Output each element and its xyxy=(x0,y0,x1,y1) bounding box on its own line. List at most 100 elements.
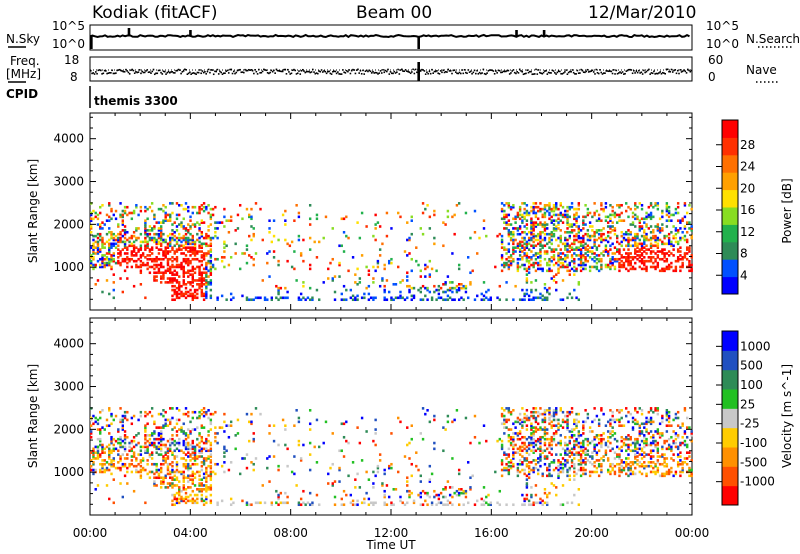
velocity-cell xyxy=(534,426,538,429)
power-cell xyxy=(503,209,506,213)
nsky-label: N.Sky xyxy=(6,32,40,46)
sky-right-tick-top: 10^5 xyxy=(706,19,739,33)
power-cell xyxy=(555,202,558,205)
velocity-cell xyxy=(559,408,562,412)
power-cell xyxy=(532,265,535,269)
freq-point xyxy=(412,68,414,71)
power-cell xyxy=(523,292,526,296)
freq-left-tick-top: 18 xyxy=(64,53,79,67)
power-cell xyxy=(132,259,136,263)
power-cell xyxy=(139,248,143,251)
power-cell xyxy=(139,256,143,259)
velocity-cell xyxy=(561,470,565,474)
power-cell xyxy=(546,203,549,207)
power-cell xyxy=(162,273,165,276)
velocity-cell xyxy=(169,437,172,441)
power-cell xyxy=(173,250,176,253)
freq-point xyxy=(253,72,255,75)
velocity-cell xyxy=(90,464,93,468)
power-cell xyxy=(640,227,644,230)
power-cell xyxy=(638,250,641,253)
power-cell xyxy=(175,273,179,276)
power-cell xyxy=(159,275,163,278)
velocity-cell xyxy=(620,435,623,439)
power-cell xyxy=(631,221,635,224)
power-cell xyxy=(169,242,172,246)
velocity-cell xyxy=(123,464,127,468)
velocity-cell xyxy=(148,455,152,458)
power-cell xyxy=(638,265,641,269)
power-cell xyxy=(137,257,140,261)
velocity-cell xyxy=(121,453,125,456)
freq-point xyxy=(305,70,308,73)
power-cell xyxy=(500,246,504,249)
power-cell xyxy=(500,263,504,267)
power-cell xyxy=(523,246,526,249)
velocity-cell xyxy=(403,503,407,507)
power-cell xyxy=(564,242,567,246)
power-cell xyxy=(622,263,626,267)
power-cell xyxy=(162,257,165,261)
power-cell xyxy=(683,234,687,238)
velocity-cell xyxy=(532,503,535,507)
power-cell xyxy=(171,263,174,267)
velocity-cell xyxy=(516,474,520,478)
velocity-cell xyxy=(532,430,535,433)
power-cell xyxy=(347,269,350,273)
velocity-cell xyxy=(516,451,520,454)
power-cell xyxy=(631,265,635,269)
power-cell xyxy=(279,296,283,300)
power-cell xyxy=(139,283,143,286)
velocity-cell xyxy=(507,470,511,474)
freq-point xyxy=(95,71,97,73)
power-cell xyxy=(532,261,535,265)
power-cell xyxy=(564,257,567,261)
velocity-cell xyxy=(200,499,204,503)
freq-point xyxy=(566,73,569,76)
freq-point xyxy=(564,71,566,73)
power-cell xyxy=(277,286,280,290)
power-cell xyxy=(135,229,138,232)
velocity-cell xyxy=(308,453,312,456)
power-cell xyxy=(90,213,93,217)
power-cell xyxy=(539,202,542,205)
freq-point xyxy=(571,69,574,71)
power-cell xyxy=(516,211,520,215)
power-cell xyxy=(254,252,258,255)
power-cell xyxy=(523,238,526,242)
power-cell xyxy=(101,265,104,269)
power-cell xyxy=(690,254,693,257)
velocity-cell xyxy=(613,470,617,474)
velocity-cell xyxy=(629,466,632,470)
power-cell xyxy=(573,248,576,251)
power-cell xyxy=(656,227,660,230)
power-cell xyxy=(193,242,197,246)
power-cell xyxy=(223,250,226,253)
power-cell xyxy=(667,240,671,244)
velocity-cell xyxy=(171,484,174,487)
velocity-cell xyxy=(602,459,605,462)
power-cell xyxy=(582,223,585,226)
power-cell xyxy=(647,238,651,242)
freq-point xyxy=(113,72,116,75)
velocity-cell xyxy=(602,455,605,458)
power-cell xyxy=(656,246,660,249)
freq-point xyxy=(363,73,366,75)
power-cell xyxy=(184,227,188,230)
power-cell xyxy=(108,246,111,249)
freq-point xyxy=(505,70,507,73)
power-cell xyxy=(144,227,147,230)
power-cell xyxy=(164,281,167,284)
power-cell xyxy=(656,256,660,259)
freq-point xyxy=(358,72,360,74)
velocity-cell xyxy=(559,407,562,410)
power-cell xyxy=(638,227,641,230)
power-cell xyxy=(658,217,662,221)
velocity-cell xyxy=(559,439,562,443)
velocity-cell xyxy=(103,470,106,474)
power-cell xyxy=(503,217,506,221)
power-cell xyxy=(579,254,583,257)
power-cell xyxy=(647,213,651,217)
power-cell xyxy=(645,252,648,255)
velocity-cell xyxy=(198,449,201,453)
